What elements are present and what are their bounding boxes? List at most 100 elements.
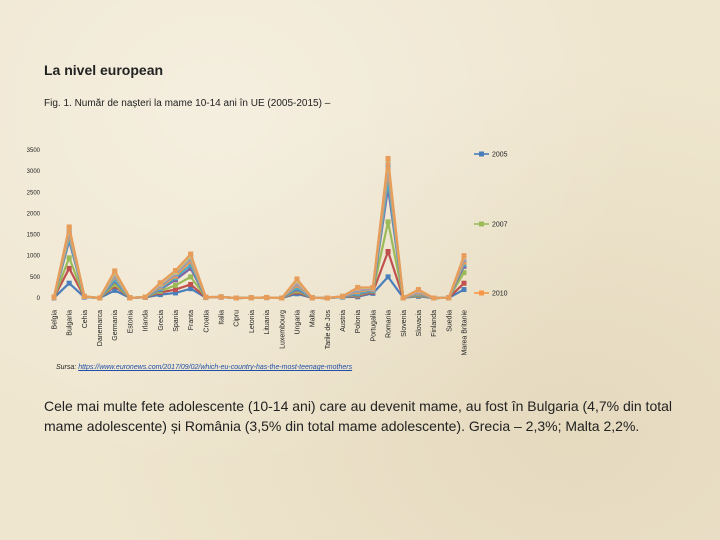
x-tick-label: Portugalia bbox=[370, 310, 377, 342]
point-2015-12 bbox=[233, 295, 239, 301]
point-2015-22 bbox=[385, 155, 391, 161]
point-2009-4 bbox=[112, 277, 118, 283]
y-tick-label: 1500 bbox=[27, 233, 41, 239]
y-tick-label: 2000 bbox=[27, 211, 41, 217]
y-tick-label: 500 bbox=[30, 275, 41, 281]
x-tick-label: Austria bbox=[340, 310, 347, 332]
x-tick-label: Italia bbox=[219, 310, 226, 325]
point-2006-9 bbox=[188, 281, 194, 287]
point-2015-15 bbox=[279, 295, 285, 301]
point-2015-6 bbox=[142, 294, 148, 300]
point-2015-3 bbox=[97, 295, 103, 301]
point-2005-4 bbox=[112, 287, 118, 293]
point-2015-19 bbox=[340, 293, 346, 299]
x-tick-label: Polonia bbox=[355, 310, 362, 333]
point-2008-9 bbox=[188, 265, 194, 271]
x-tick-label: Malta bbox=[310, 310, 317, 327]
legend-marker-2007 bbox=[479, 221, 484, 227]
x-tick-label: Letonia bbox=[249, 310, 256, 333]
x-tick-label: Tarile de Jos bbox=[325, 310, 332, 350]
source-prefix: Sursa: bbox=[56, 364, 79, 371]
point-2015-4 bbox=[112, 268, 118, 274]
x-tick-label: Marea Britanie bbox=[462, 310, 469, 356]
point-2005-1 bbox=[66, 280, 72, 286]
body-paragraph: Cele mai multe fete adolescente (10-14 a… bbox=[44, 398, 673, 434]
point-2006-27 bbox=[461, 280, 467, 286]
point-2005-9 bbox=[188, 286, 194, 292]
point-2015-7 bbox=[157, 280, 163, 286]
point-2007-22 bbox=[385, 219, 391, 225]
point-2015-13 bbox=[248, 295, 254, 301]
point-2015-0 bbox=[51, 294, 57, 300]
figure-caption: Fig. 1. Număr de nașteri la mame 10-14 a… bbox=[44, 98, 331, 109]
point-2015-5 bbox=[127, 295, 133, 301]
point-2015-16 bbox=[294, 276, 300, 282]
label-layer: Belgia Bulgaria Cehia Danemarca Germania Esto… bbox=[52, 310, 469, 356]
x-tick-label: Franta bbox=[188, 310, 195, 330]
point-2015-18 bbox=[324, 295, 330, 301]
legend-marker-2005 bbox=[479, 151, 484, 157]
point-2007-27 bbox=[461, 270, 467, 276]
chart-svg: 0 500 1000 1500 2000 2500 3000 3500 Belgia Bulga… bbox=[27, 148, 508, 356]
point-2015-23 bbox=[400, 295, 406, 301]
x-tick-label: Belgia bbox=[52, 310, 59, 330]
x-tick-label: Romania bbox=[386, 310, 393, 338]
point-2009-9 bbox=[188, 262, 194, 268]
legend-marker-2010 bbox=[479, 290, 484, 296]
point-2007-4 bbox=[112, 281, 118, 287]
point-2015-9 bbox=[188, 251, 194, 257]
point-2015-14 bbox=[264, 294, 270, 300]
point-2006-8 bbox=[172, 287, 178, 293]
point-2005-22 bbox=[385, 274, 391, 280]
y-tick-label: 3000 bbox=[27, 169, 41, 175]
x-tick-label: Slovenia bbox=[401, 310, 408, 337]
source-link[interactable]: https://www.euronews.com/2017/09/02/whic… bbox=[78, 364, 353, 371]
point-2015-24 bbox=[415, 287, 421, 293]
x-tick-label: Croatia bbox=[203, 310, 210, 333]
series-line-2015 bbox=[52, 157, 466, 300]
y-tick-label: 1000 bbox=[27, 254, 41, 260]
point-2015-10 bbox=[203, 294, 209, 300]
legend-label-2007: 2007 bbox=[492, 222, 508, 229]
point-2006-1 bbox=[66, 265, 72, 271]
x-tick-label: Grecia bbox=[158, 310, 165, 331]
x-tick-label: Irlanda bbox=[143, 310, 150, 332]
source-note: Sursa: https://www.euronews.com/2017/09/… bbox=[56, 364, 352, 371]
x-tick-label: Luxembourg bbox=[279, 310, 286, 349]
point-2009-22 bbox=[385, 179, 391, 185]
point-2006-22 bbox=[385, 248, 391, 254]
y-tick-label: 3500 bbox=[27, 148, 41, 154]
x-tick-label: Cehia bbox=[82, 310, 89, 328]
point-2005-8 bbox=[172, 290, 178, 296]
point-2007-1 bbox=[66, 255, 72, 261]
legend-label-2010: 2010 bbox=[492, 291, 508, 298]
point-2015-26 bbox=[446, 295, 452, 301]
series-layer bbox=[51, 155, 467, 301]
point-2015-11 bbox=[218, 294, 224, 300]
point-2009-16 bbox=[294, 285, 300, 291]
x-tick-label: Spania bbox=[173, 310, 180, 332]
legend-label-2005: 2005 bbox=[492, 152, 508, 159]
point-2015-2 bbox=[81, 293, 87, 299]
point-2007-8 bbox=[172, 282, 178, 288]
point-2015-21 bbox=[370, 284, 376, 290]
point-2015-17 bbox=[309, 295, 315, 301]
point-2015-25 bbox=[431, 295, 437, 301]
line-chart: 0 500 1000 1500 2000 2500 3000 3500 Belgia Bulga… bbox=[24, 138, 524, 378]
point-2007-9 bbox=[188, 274, 194, 280]
y-tick-label: 2500 bbox=[27, 190, 41, 196]
x-tick-label: Ungaria bbox=[294, 310, 301, 335]
point-2015-1 bbox=[66, 224, 72, 230]
x-tick-label: Lituania bbox=[264, 310, 271, 335]
legend-layer: 2005 2007 2010 bbox=[474, 151, 508, 298]
x-tick-label: Cipru bbox=[234, 310, 241, 327]
point-2015-27 bbox=[461, 253, 467, 259]
point-2015-20 bbox=[355, 284, 361, 290]
x-tick-label: Bulgaria bbox=[67, 310, 74, 336]
x-tick-label: Suedia bbox=[446, 310, 453, 332]
x-tick-label: Danemarca bbox=[97, 310, 104, 346]
point-2015-8 bbox=[172, 268, 178, 274]
x-tick-label: Germania bbox=[112, 310, 119, 341]
x-tick-label: Slovacia bbox=[416, 310, 423, 337]
